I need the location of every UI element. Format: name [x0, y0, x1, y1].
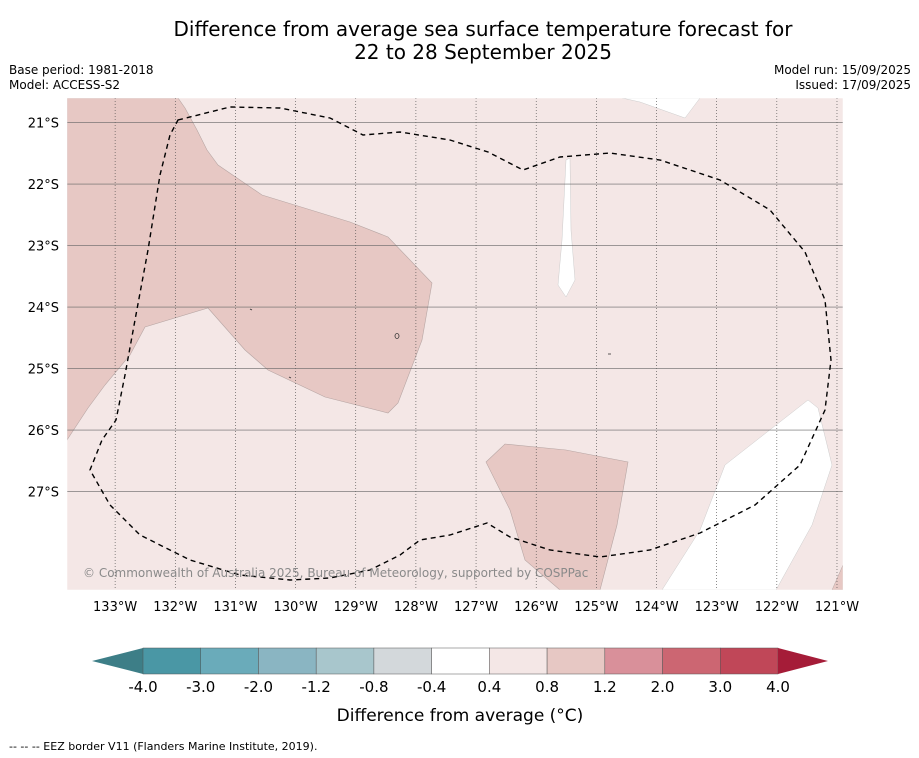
- colorbar-tick-label: 3.0: [708, 678, 732, 696]
- lat-tick-label: 27°S: [28, 486, 59, 501]
- southeast-neutral-region: [661, 399, 833, 590]
- longitude-ticks: 133°W 132°W 131°W 130°W 129°W 128°W 127°W 126°W…: [93, 600, 859, 615]
- lon-tick-label: 124°W: [634, 600, 678, 615]
- colorbar-block: [142, 647, 201, 675]
- colorbar-low-extend: [92, 648, 143, 674]
- central-neutral-strip: [557, 157, 576, 298]
- map-frame: [66, 97, 844, 591]
- colorbar-block: [431, 647, 490, 675]
- colorbar: -4.0 -3.0 -2.0 -1.2 -0.8 -0.4 0.4 0.8 1.2 2.0 3.0 4…: [92, 647, 828, 726]
- colorbar-block: [489, 647, 548, 675]
- lon-tick-label: 129°W: [334, 600, 378, 615]
- gridlines: [67, 98, 843, 590]
- lon-tick-label: 131°W: [213, 600, 257, 615]
- small-contour-mark-1: [249, 308, 253, 311]
- lon-tick-label: 132°W: [153, 600, 197, 615]
- small-contour-mark-2: [288, 376, 292, 379]
- colorbar-tick-label: -3.0: [186, 678, 215, 696]
- lon-tick-label: 128°W: [394, 600, 438, 615]
- lat-tick-label: 24°S: [28, 301, 59, 316]
- title-line-1: Difference from average sea surface temp…: [173, 17, 793, 41]
- southern-anomaly-region: [485, 443, 629, 590]
- model-run: Model run: 15/09/2025: [773, 63, 911, 77]
- southeast-corner-region: [831, 564, 843, 590]
- eez-border-line: [89, 106, 832, 581]
- colorbar-tick-label: -0.8: [359, 678, 388, 696]
- colorbar-tick-label: -4.0: [128, 678, 157, 696]
- colorbar-ticks: -4.0 -3.0 -2.0 -1.2 -0.8 -0.4 0.4 0.8 1.2 2.0 3.0 4…: [128, 678, 790, 696]
- lon-tick-label: 123°W: [695, 600, 739, 615]
- title-line-2: 22 to 28 September 2025: [354, 40, 612, 64]
- colorbar-high-extend: [778, 648, 828, 674]
- northeast-neutral-region: [621, 98, 701, 119]
- colorbar-tick-label: -0.4: [417, 678, 446, 696]
- base-period: Base period: 1981-2018: [9, 63, 154, 77]
- lon-tick-label: 125°W: [574, 600, 618, 615]
- colorbar-tick-label: 4.0: [766, 678, 790, 696]
- colorbar-label: Difference from average (°C): [337, 706, 584, 726]
- colorbar-tick-label: 0.4: [477, 678, 501, 696]
- colorbar-tick-label: -2.0: [244, 678, 273, 696]
- colorbar-block: [315, 647, 375, 675]
- colorbar-tick-label: -1.2: [302, 678, 331, 696]
- lat-tick-label: 23°S: [28, 240, 59, 255]
- colorbar-tick-label: 2.0: [651, 678, 675, 696]
- lat-tick-label: 22°S: [28, 178, 59, 193]
- lon-tick-label: 127°W: [454, 600, 498, 615]
- lon-tick-label: 122°W: [755, 600, 799, 615]
- meta-right: Model run: 15/09/2025 Issued: 17/09/2025: [774, 63, 911, 93]
- colorbar-block: [200, 647, 259, 675]
- lon-tick-label: 121°W: [815, 600, 859, 615]
- model-name: Model: ACCESS-S2: [9, 78, 121, 92]
- colorbar-block: [662, 647, 721, 675]
- latitude-ticks: 21°S 22°S 23°S 24°S 25°S 26°S 27°S: [28, 117, 59, 501]
- copyright-notice: © Commonwealth of Australia 2025, Bureau…: [83, 566, 588, 580]
- colorbar-block: [373, 647, 432, 675]
- lon-tick-label: 126°W: [514, 600, 558, 615]
- colorbar-block: [258, 647, 317, 675]
- lat-tick-label: 25°S: [28, 363, 59, 378]
- colorbar-tick-label: 0.8: [535, 678, 559, 696]
- colorbar-block: [546, 647, 606, 675]
- colorbar-block: [604, 647, 663, 675]
- lon-tick-label: 133°W: [93, 600, 137, 615]
- lat-tick-label: 21°S: [28, 117, 59, 132]
- map-area: [67, 98, 843, 590]
- small-contour-island: [394, 333, 400, 339]
- lat-tick-label: 26°S: [28, 424, 59, 439]
- footnote: -- -- -- EEZ border V11 (Flanders Marine…: [9, 740, 318, 753]
- meta-left: Base period: 1981-2018 Model: ACCESS-S2: [9, 63, 154, 93]
- colorbar-blocks: [142, 647, 779, 675]
- colorbar-tick-label: 1.2: [593, 678, 617, 696]
- lon-tick-label: 130°W: [274, 600, 318, 615]
- issued-date: Issued: 17/09/2025: [795, 78, 911, 92]
- chart-title: Difference from average sea surface temp…: [0, 18, 919, 64]
- colorbar-block: [720, 647, 779, 675]
